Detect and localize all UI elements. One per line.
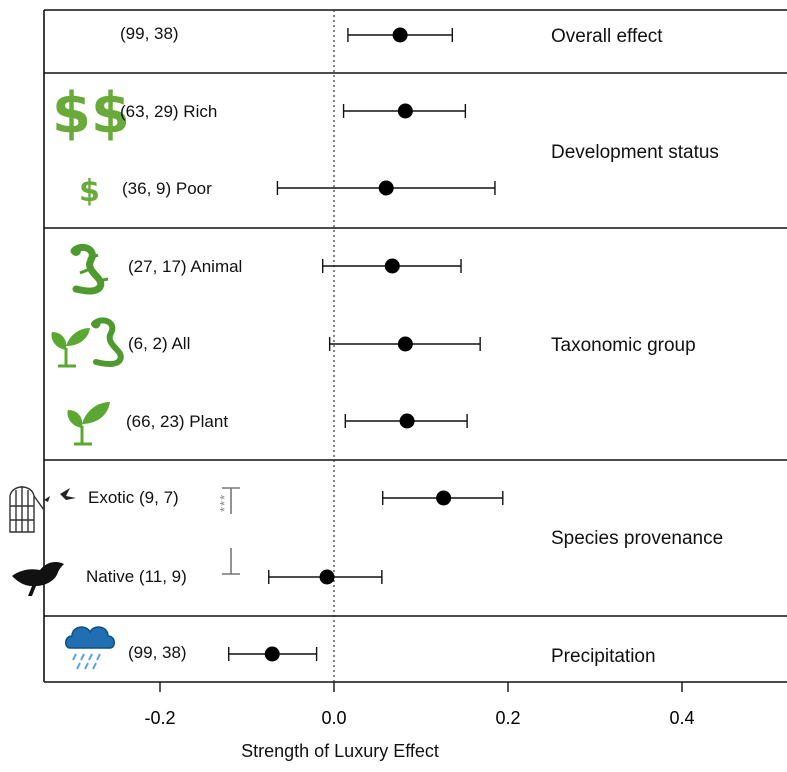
x-tick-label: 0.0: [321, 708, 346, 728]
significance-stars: ***: [217, 493, 232, 512]
effect-estimate: [342, 103, 467, 119]
effect-estimate: [382, 490, 504, 506]
effect-estimate: [344, 413, 468, 429]
plant-and-lizard-icon: [51, 317, 124, 368]
point-estimate: [319, 569, 335, 585]
point-estimate: [397, 103, 413, 119]
effect-estimate: [268, 569, 383, 585]
plant-sprout-icon: [67, 402, 110, 446]
panel-frame: [43, 9, 787, 683]
x-axis-ticks: -0.2 0.0 0.2 0.4: [144, 682, 695, 728]
x-tick-label: -0.2: [144, 708, 175, 728]
row-label-exotic: Exotic (9, 7): [88, 488, 179, 507]
error-bars: [228, 27, 504, 662]
point-estimate: [397, 336, 413, 352]
effect-estimate: [228, 646, 318, 662]
row-label-plant: (66, 23) Plant: [126, 412, 229, 431]
svg-text:$$: $$: [52, 81, 130, 146]
point-estimate: [392, 27, 408, 43]
effect-estimate: [321, 258, 462, 274]
group-label-development: Development status: [551, 142, 719, 163]
row-label-animal: (27, 17) Animal: [128, 257, 243, 276]
row-label-poor: (36, 9) Poor: [122, 179, 212, 198]
row-label-precipitation: (99, 38): [128, 643, 187, 662]
x-axis-title: Strength of Luxury Effect: [241, 741, 439, 761]
group-label-overall: Overall effect: [551, 26, 663, 47]
significance-bracket: [222, 487, 240, 575]
point-estimate: [264, 646, 280, 662]
effect-estimate: [328, 336, 481, 352]
point-estimate: [384, 258, 400, 274]
point-estimate: [378, 180, 394, 196]
x-tick-label: 0.4: [669, 708, 694, 728]
group-label-precipitation: Precipitation: [551, 646, 656, 667]
row-label-rich: (63, 29) Rich: [120, 102, 218, 121]
double-dollar-icon: $$: [52, 81, 130, 146]
row-label-overall: (99, 38): [120, 24, 179, 43]
x-tick-label: 0.2: [495, 708, 520, 728]
row-label-all: (6, 2) All: [128, 334, 191, 353]
group-label-taxonomic: Taxonomic group: [551, 335, 696, 356]
row-label-native: Native (11, 9): [86, 567, 187, 586]
svg-text:$: $: [79, 174, 100, 209]
effect-estimate: [347, 27, 454, 43]
point-estimate: [436, 490, 452, 506]
point-estimate: [399, 413, 415, 429]
birdcage-icon: [9, 486, 76, 533]
bird-silhouette-icon: [12, 562, 64, 596]
group-label-provenance: Species provenance: [551, 528, 724, 549]
dollar-icon: $: [79, 174, 100, 209]
lizard-icon: [70, 243, 109, 295]
effect-estimate: [276, 180, 496, 196]
rain-cloud-icon: [65, 626, 115, 670]
